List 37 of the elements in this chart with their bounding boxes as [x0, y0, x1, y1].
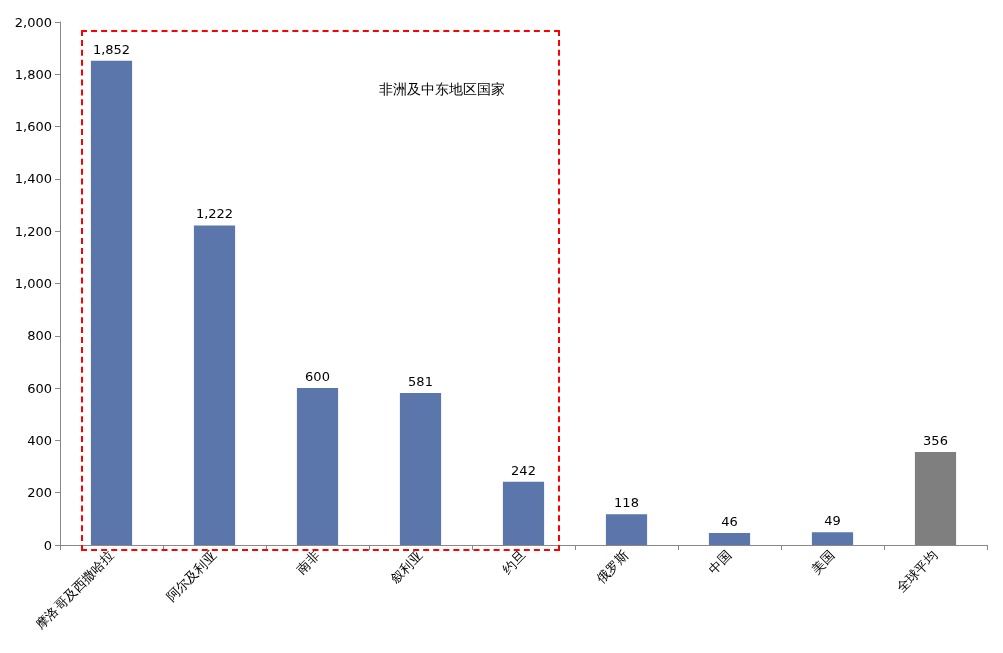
- data-label: 1,852: [92, 41, 131, 57]
- x-tick-label: 美国: [808, 547, 838, 577]
- data-label: 600: [305, 369, 330, 385]
- bar: [708, 532, 751, 545]
- y-tick-label: 2,000: [14, 14, 52, 30]
- y-tick-label: 0: [43, 537, 52, 553]
- y-tick-label: 200: [27, 485, 52, 501]
- x-tick-label: 南非: [293, 547, 323, 577]
- bar: [605, 514, 648, 545]
- y-tick-label: 1,400: [14, 171, 52, 187]
- y-tick-label: 1,200: [14, 223, 52, 239]
- x-tick-label: 叙利亚: [387, 547, 426, 586]
- x-tick-label: 中国: [705, 547, 735, 577]
- data-label: 356: [923, 432, 948, 448]
- bar: [502, 481, 545, 545]
- data-label: 242: [511, 462, 536, 478]
- y-tick-label: 1,000: [14, 276, 52, 291]
- y-tick-label: 400: [27, 432, 52, 448]
- annotation: 非洲及中东地区国家: [379, 81, 506, 97]
- bar: [399, 393, 442, 545]
- y-tick-label: 600: [27, 380, 52, 396]
- y-tick-label: 800: [27, 328, 52, 344]
- data-label: 46: [721, 513, 738, 529]
- data-label: 1,222: [195, 206, 234, 222]
- x-tick-label: 约旦: [499, 547, 529, 577]
- x-tick-label: 俄罗斯: [593, 547, 632, 586]
- bar: [296, 388, 339, 545]
- x-tick-label: 阿尔及利亚: [163, 547, 220, 605]
- x-tick-label: 全球平均: [893, 547, 941, 596]
- data-label: 118: [614, 495, 639, 511]
- bar: [811, 532, 854, 545]
- y-tick-label: 1,600: [14, 119, 52, 135]
- bar: [193, 225, 236, 545]
- data-label: 581: [408, 374, 433, 390]
- bar: [90, 60, 133, 545]
- y-tick-label: 1,800: [14, 66, 52, 82]
- data-label: 49: [824, 513, 841, 529]
